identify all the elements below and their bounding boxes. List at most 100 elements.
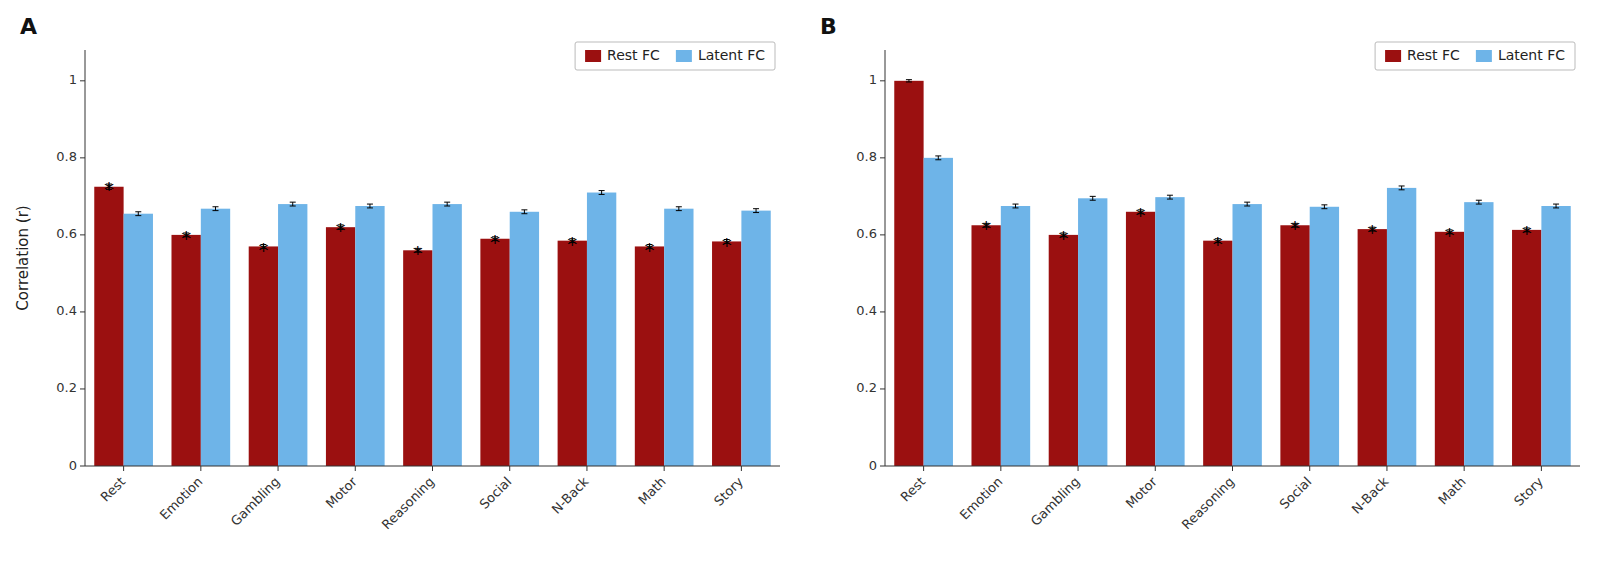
- error-stem: [938, 156, 939, 160]
- y-tick-label: 0.8: [56, 149, 77, 164]
- x-tick-label: Motor: [323, 474, 361, 512]
- y-tick: [880, 157, 885, 158]
- error-cap: [1553, 207, 1559, 208]
- x-tick: [432, 466, 433, 471]
- plot-area: [894, 80, 1570, 466]
- error-cap: [1167, 195, 1173, 196]
- x-tick: [741, 466, 742, 471]
- y-axis-line: [885, 50, 886, 466]
- error-cap: [521, 213, 527, 214]
- significance-star: *: [413, 241, 423, 265]
- significance-star: *: [722, 233, 732, 257]
- error-bar: [1090, 196, 1096, 200]
- error-cap: [1244, 202, 1250, 203]
- error-cap: [367, 204, 373, 205]
- error-cap: [1167, 199, 1173, 200]
- error-bar: [676, 207, 682, 211]
- panel-label: B: [820, 14, 837, 39]
- bar: [558, 241, 587, 466]
- error-cap: [135, 215, 141, 216]
- error-cap: [1553, 204, 1559, 205]
- error-stem: [601, 191, 602, 195]
- error-cap: [753, 208, 759, 209]
- error-cap: [906, 79, 912, 80]
- x-tick-label: Social: [1276, 474, 1314, 512]
- x-tick-label: Gambling: [228, 474, 283, 529]
- significance-star: *: [490, 230, 500, 254]
- significance-star: *: [1444, 223, 1454, 247]
- legend-label: Latent FC: [1498, 47, 1565, 63]
- x-tick-label: N-Back: [1349, 474, 1392, 517]
- significance-star: *: [567, 232, 577, 256]
- x-tick: [1000, 466, 1001, 471]
- error-bar: [1013, 204, 1019, 208]
- error-stem: [1247, 202, 1248, 206]
- error-cap: [1090, 196, 1096, 197]
- panel-label: A: [20, 14, 37, 39]
- error-bar: [1553, 204, 1559, 208]
- legend-swatch: [1476, 50, 1492, 62]
- error-cap: [521, 209, 527, 210]
- y-tick: [80, 80, 85, 81]
- y-tick-label: 0.4: [856, 303, 877, 318]
- x-tick: [1232, 466, 1233, 471]
- error-stem: [524, 210, 525, 214]
- error-cap: [290, 202, 296, 203]
- x-tick: [1309, 466, 1310, 471]
- error-stem: [1324, 205, 1325, 209]
- error-stem: [678, 207, 679, 211]
- error-stem: [1556, 204, 1557, 208]
- error-bar: [599, 191, 605, 195]
- significance-star: *: [181, 226, 191, 250]
- bar: [480, 239, 509, 466]
- bar: [1233, 204, 1262, 466]
- error-cap: [213, 206, 219, 207]
- x-tick: [1541, 466, 1542, 471]
- error-bar: [1244, 202, 1250, 206]
- error-cap: [935, 159, 941, 160]
- x-tick-label: Emotion: [957, 474, 1006, 523]
- x-tick: [1464, 466, 1465, 471]
- error-cap: [753, 212, 759, 213]
- x-tick: [355, 466, 356, 471]
- y-tick: [80, 311, 85, 312]
- bar: [201, 209, 230, 466]
- x-tick-label: Math: [1435, 474, 1469, 508]
- error-cap: [1013, 204, 1019, 205]
- x-tick: [664, 466, 665, 471]
- bar: [1512, 230, 1541, 466]
- error-stem: [138, 212, 139, 216]
- error-bar: [1321, 205, 1327, 209]
- y-tick: [880, 234, 885, 235]
- error-stem: [369, 204, 370, 208]
- error-cap: [1399, 189, 1405, 190]
- panel: 00.20.40.60.81Correlation (r)ARestEmotio…: [14, 14, 780, 532]
- y-tick-label: 0.2: [856, 380, 877, 395]
- bar: [403, 250, 432, 466]
- bar: [94, 187, 123, 466]
- legend-swatch: [1385, 50, 1401, 62]
- bar: [664, 209, 693, 466]
- error-cap: [1476, 204, 1482, 205]
- bar: [249, 246, 278, 466]
- bar: [712, 241, 741, 466]
- error-cap: [906, 81, 912, 82]
- plot-area: [94, 184, 770, 466]
- bar: [510, 212, 539, 466]
- error-bar: [213, 207, 219, 211]
- error-stem: [1092, 196, 1093, 200]
- y-tick-label: 0: [869, 458, 877, 473]
- y-tick: [80, 466, 85, 467]
- significance-star: *: [1136, 203, 1146, 227]
- error-bar: [906, 80, 912, 82]
- legend-label: Rest FC: [1407, 47, 1460, 63]
- error-cap: [367, 207, 373, 208]
- y-tick: [80, 234, 85, 235]
- bar: [326, 227, 355, 466]
- error-stem: [1015, 204, 1016, 208]
- significance-star: *: [104, 177, 114, 201]
- error-bar: [135, 212, 141, 216]
- significance-star: *: [1213, 232, 1223, 256]
- bar: [635, 246, 664, 466]
- bar: [1078, 198, 1107, 466]
